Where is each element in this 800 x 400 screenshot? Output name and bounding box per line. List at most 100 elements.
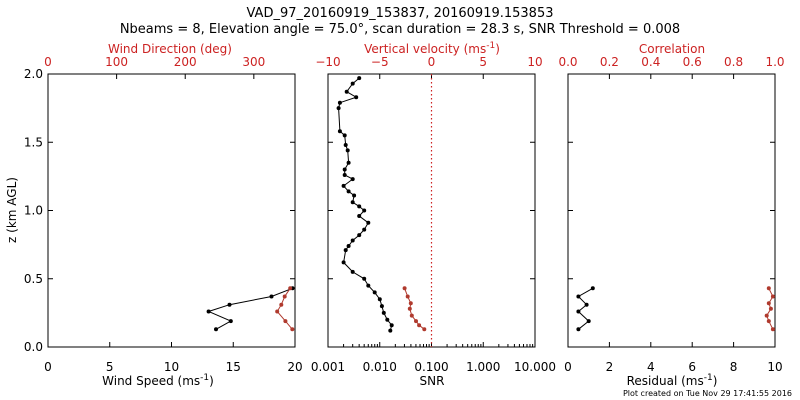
snr-point xyxy=(352,193,357,198)
x-tick-label: 1.000 xyxy=(466,360,500,374)
vv-label-sup: -1 xyxy=(486,41,495,51)
snr-point xyxy=(346,244,351,248)
snr-point xyxy=(377,297,382,302)
snr-point xyxy=(341,260,346,265)
wind_speed-point xyxy=(206,309,211,314)
x-tick-label: 10 xyxy=(164,360,179,374)
x-tick-label: 10.000 xyxy=(514,360,556,374)
wind_speed-point xyxy=(214,327,218,332)
y-tick-label: 2.0 xyxy=(24,67,43,81)
snr-point xyxy=(385,317,390,322)
wind_speed-point xyxy=(227,302,232,307)
x-tick-label: 0.001 xyxy=(311,360,345,374)
snr-point xyxy=(343,143,348,147)
snr-point xyxy=(362,208,367,213)
vertical_velocity-point xyxy=(414,319,418,324)
snr-point xyxy=(357,204,362,209)
top-tick-label: 300 xyxy=(242,55,265,69)
footer-timestamp: Plot created on Tue Nov 29 17:41:55 2016 xyxy=(623,389,792,398)
wind-marks: 0.00.51.01.52.00 5 10 15 200 100 200 300 xyxy=(24,55,303,374)
y-tick-label: 1.5 xyxy=(24,135,43,149)
snr-point xyxy=(344,89,349,94)
x-tick-label: 8 xyxy=(730,360,738,374)
residual-axis-label: Residual (ms-1) xyxy=(627,373,718,388)
correlation-point xyxy=(766,301,771,306)
wind-plot-frame xyxy=(47,73,296,348)
x-tick-label: 2 xyxy=(606,360,614,374)
snr-point xyxy=(379,304,384,309)
snr-point xyxy=(350,81,355,86)
wind_direction-line xyxy=(276,288,293,330)
residual-marks: 0 2 4 6 8 10 0.0 0.2 0.4 0.6 0.8 1.0 xyxy=(558,55,784,374)
residual-line xyxy=(577,287,594,330)
top-tick-label: 0.8 xyxy=(724,55,743,69)
correlation-point xyxy=(766,286,771,291)
residual-point xyxy=(584,302,589,307)
correlation-point xyxy=(770,327,775,332)
residual-point xyxy=(576,309,581,314)
vertical_velocity-point xyxy=(407,306,412,311)
vertical_velocity-point xyxy=(417,323,422,328)
snr-point xyxy=(389,323,394,328)
panel-snr: SNR Vertical velocity (ms-1) 0.001 0.010 0… xyxy=(311,41,556,388)
top-tick-label: −10 xyxy=(315,55,340,69)
snr-point xyxy=(350,238,355,243)
top-tick-label: 0 xyxy=(44,55,52,69)
x-tick-label: 5 xyxy=(106,360,114,374)
snr-point xyxy=(346,189,351,194)
wind_speed-point xyxy=(228,319,233,324)
wind_direction-point xyxy=(282,294,287,299)
x-tick-label: 0 xyxy=(564,360,572,374)
x-tick-label: 6 xyxy=(688,360,696,374)
snr-point xyxy=(341,183,346,188)
snr-point xyxy=(366,220,371,225)
vertical_velocity-point xyxy=(408,301,413,306)
snr-point xyxy=(354,95,359,100)
x-tick-label: 10 xyxy=(767,360,782,374)
snr-point xyxy=(362,276,367,281)
top-tick-label: 1.0 xyxy=(765,55,784,69)
residual-point xyxy=(590,286,595,291)
snr-point xyxy=(342,133,347,138)
title-line-2: Nbeams = 8, Elevation angle = 75.0°, sca… xyxy=(120,22,680,37)
snr-point xyxy=(342,167,347,172)
residual-label-sup: -1 xyxy=(704,373,713,383)
snr-point xyxy=(350,200,355,205)
snr-point xyxy=(343,248,348,253)
title-line-1: VAD_97_20160919_153837, 20160919.153853 xyxy=(247,6,554,21)
wind_direction-point xyxy=(275,309,280,314)
wind_direction-point xyxy=(283,319,288,324)
wind_speed-line xyxy=(207,287,293,330)
wind-speed-axis-label: Wind Speed (ms-1) xyxy=(102,373,214,388)
residual-point xyxy=(576,294,581,299)
snr-point xyxy=(337,100,342,105)
snr-point xyxy=(350,269,355,274)
snr-axis-label: SNR xyxy=(420,374,445,388)
wind-speed-label-text: Wind Speed (ms xyxy=(102,374,200,388)
snr-point xyxy=(345,148,350,153)
snr-point xyxy=(337,129,342,134)
top-tick-label: 0.6 xyxy=(683,55,702,69)
snr-line xyxy=(338,77,393,331)
vertical_velocity-line xyxy=(404,288,425,330)
wind-direction-axis-label: Wind Direction (deg) xyxy=(108,42,232,56)
snr-point xyxy=(357,76,362,81)
snr-point xyxy=(362,227,367,232)
snr-point xyxy=(357,233,362,238)
correlation-point xyxy=(768,306,773,311)
wind_direction-point xyxy=(290,327,295,332)
wind_direction-point xyxy=(279,302,284,307)
snr-point xyxy=(381,310,386,315)
top-tick-label: 0 xyxy=(428,55,436,69)
top-tick-label: 0.2 xyxy=(600,55,619,69)
vertical_velocity-point xyxy=(402,286,407,291)
correlation-point xyxy=(764,313,769,318)
y-tick-label: 0.0 xyxy=(24,340,43,354)
top-tick-label: 5 xyxy=(479,55,487,69)
residual-label-text: Residual (ms xyxy=(627,374,704,388)
residual-point xyxy=(576,327,581,332)
wind-speed-label-sup: -1 xyxy=(200,373,209,383)
vertical_velocity-point xyxy=(405,294,410,299)
top-tick-label: 10 xyxy=(527,55,542,69)
